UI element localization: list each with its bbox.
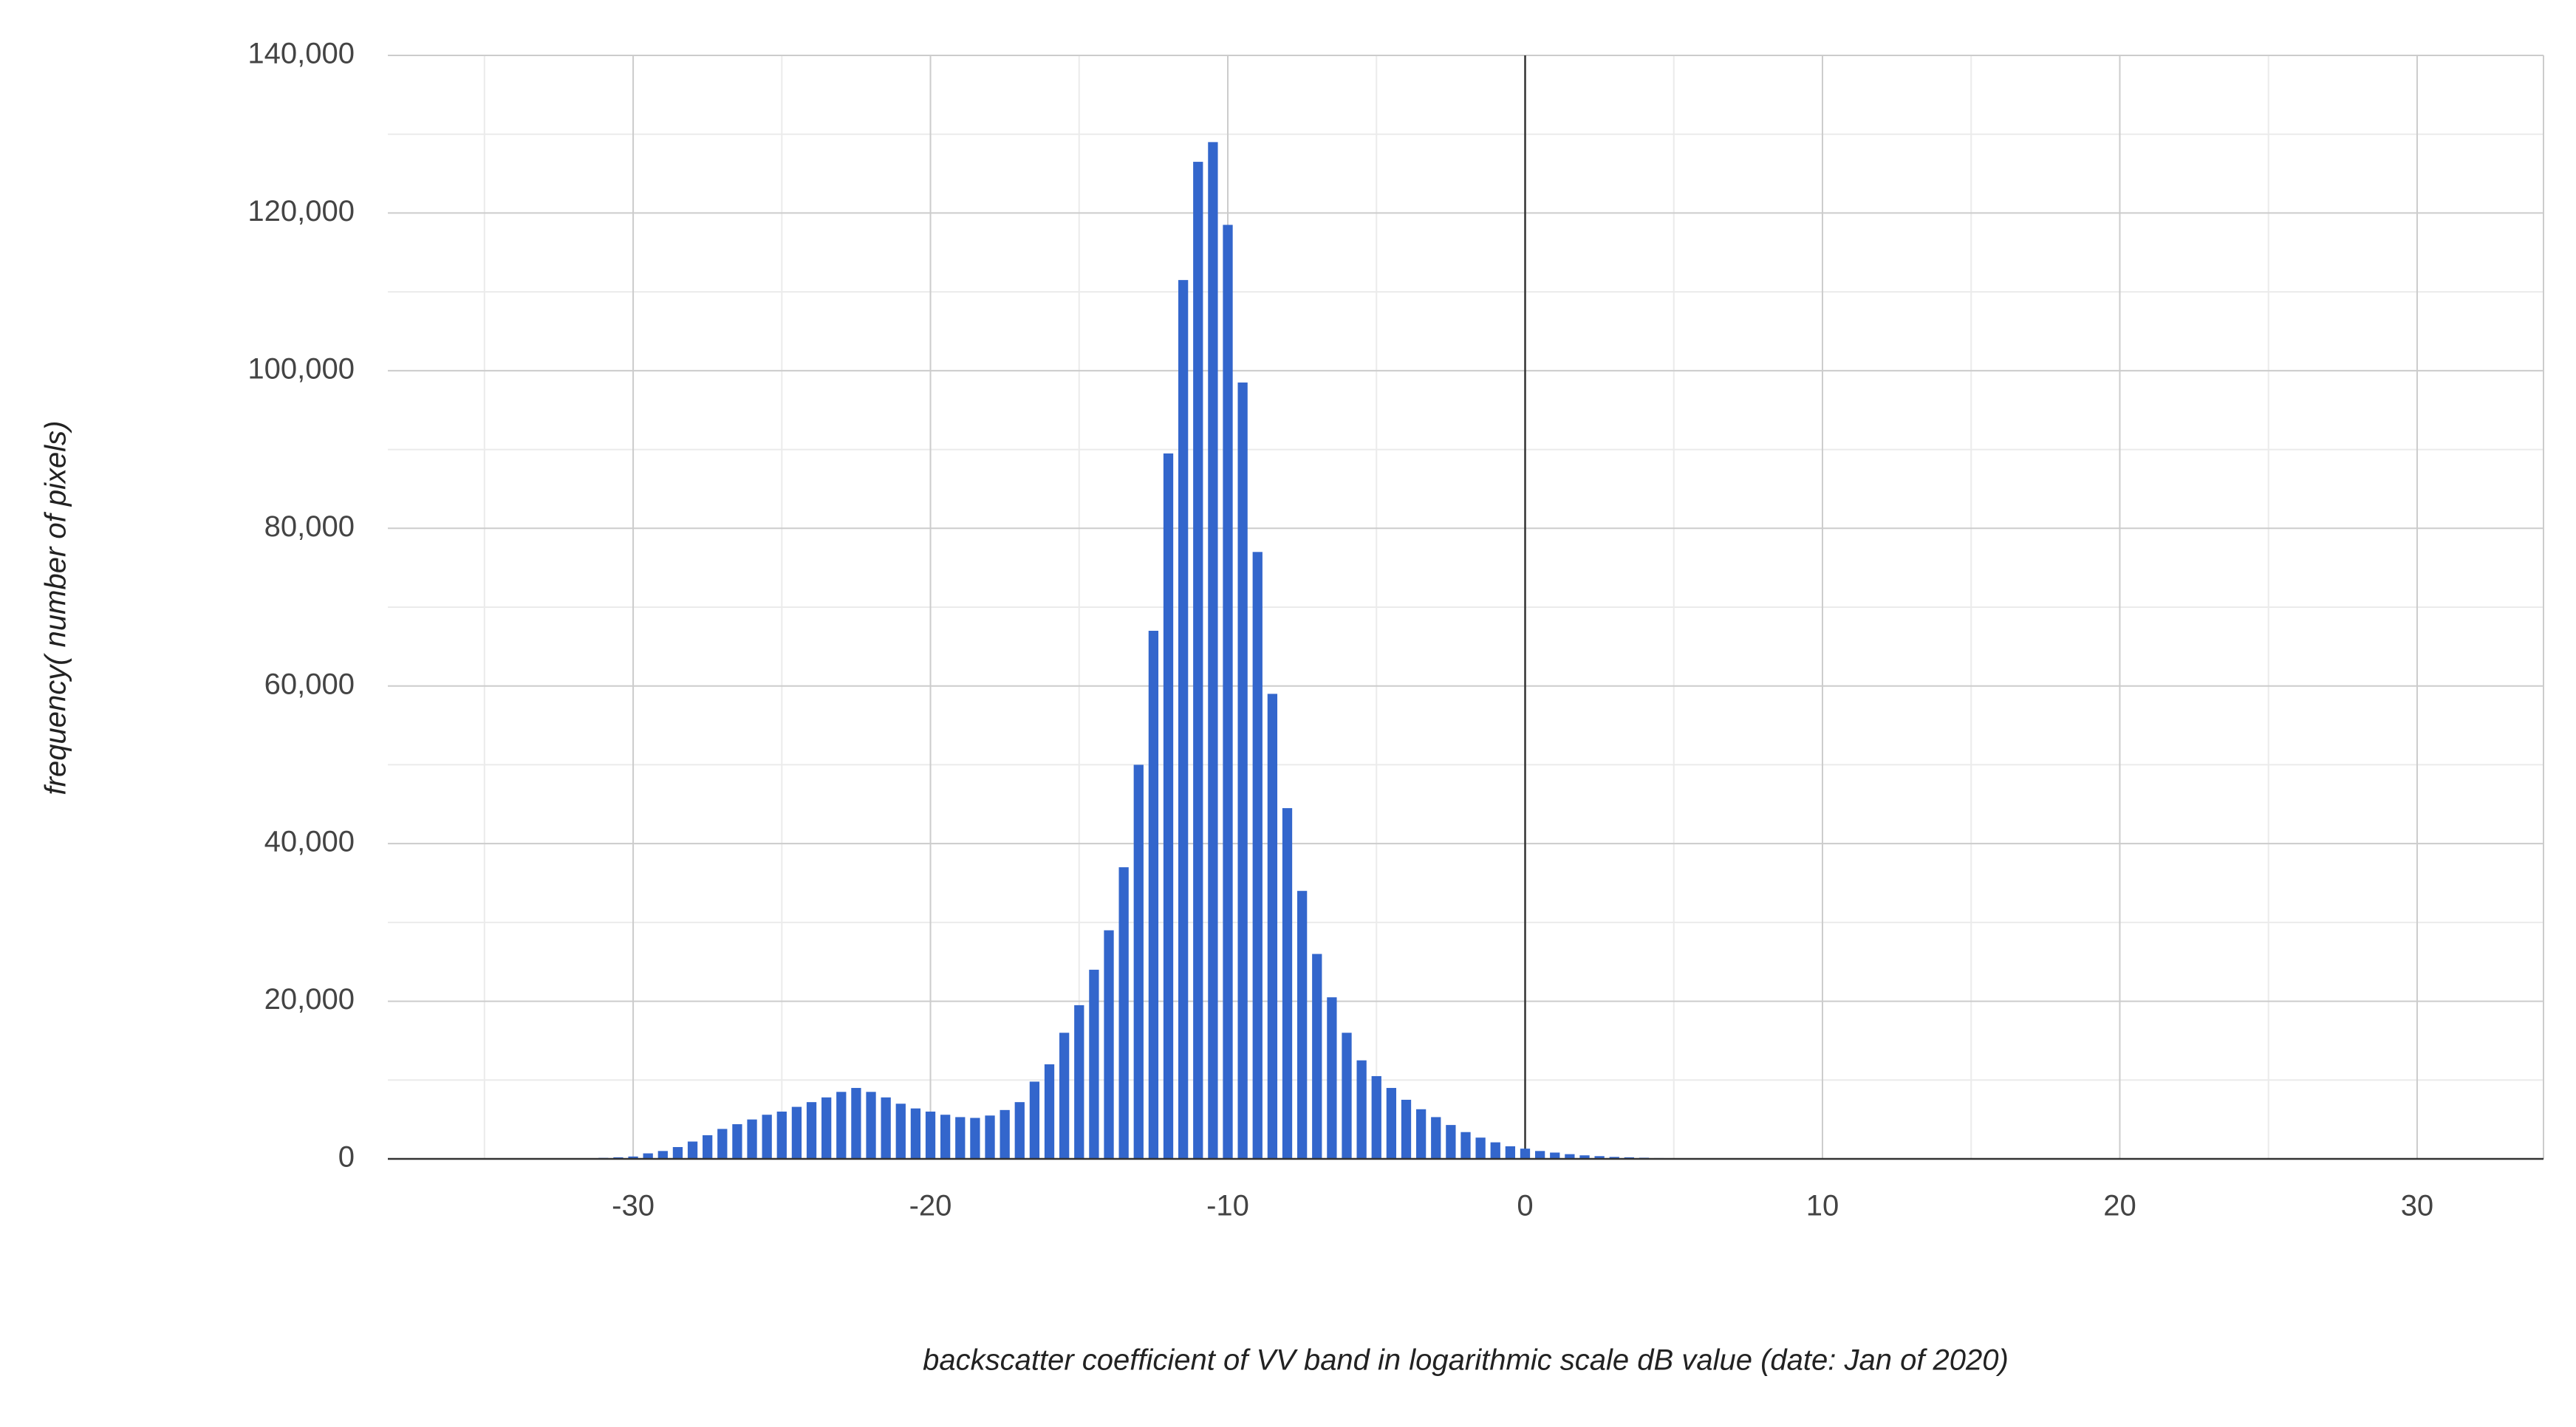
bar	[687, 1141, 698, 1159]
x-tick-label: -30	[612, 1190, 655, 1222]
x-tick-label: 30	[2401, 1190, 2434, 1222]
bar	[866, 1092, 876, 1159]
bar	[657, 1151, 668, 1159]
bar	[1252, 552, 1263, 1159]
bar	[1415, 1109, 1427, 1159]
bar	[1475, 1137, 1486, 1159]
bar	[1282, 808, 1293, 1159]
bar	[1000, 1109, 1010, 1159]
bar	[1386, 1087, 1397, 1159]
bar	[1490, 1142, 1500, 1159]
bar	[970, 1118, 980, 1159]
y-tick-label: 120,000	[247, 195, 355, 227]
bar	[881, 1097, 891, 1159]
bar	[1237, 382, 1248, 1159]
bar	[1267, 694, 1278, 1159]
bar	[747, 1119, 757, 1159]
bar	[1059, 1033, 1070, 1159]
bar	[910, 1108, 921, 1159]
bar	[1312, 954, 1322, 1159]
y-axis-title: frequency( number of pixels)	[40, 421, 72, 795]
bar	[1148, 631, 1159, 1159]
bar	[1193, 162, 1203, 1159]
bar	[1446, 1125, 1456, 1159]
bar	[1609, 1157, 1619, 1159]
bar	[1133, 764, 1144, 1159]
bar	[762, 1115, 772, 1159]
y-tick-label: 140,000	[247, 38, 355, 70]
bar	[895, 1103, 906, 1159]
bar	[1327, 997, 1337, 1159]
y-tick-label: 100,000	[247, 352, 355, 385]
x-tick-label: -10	[1206, 1190, 1249, 1222]
y-tick-label: 40,000	[264, 826, 355, 858]
bar	[925, 1111, 936, 1159]
bar	[851, 1087, 861, 1159]
bar	[1074, 1005, 1084, 1159]
bar	[1565, 1154, 1575, 1159]
bar	[1044, 1064, 1055, 1159]
bar	[806, 1102, 817, 1159]
bar	[1029, 1081, 1040, 1159]
bar	[1579, 1155, 1590, 1159]
y-tick-label: 80,000	[264, 510, 355, 543]
bar	[1505, 1146, 1516, 1159]
x-tick-label: -20	[909, 1190, 952, 1222]
bar	[985, 1115, 995, 1159]
y-tick-label: 60,000	[264, 668, 355, 700]
bar	[791, 1106, 802, 1159]
bar	[1118, 867, 1129, 1159]
x-tick-label: 0	[1517, 1190, 1533, 1222]
bar	[672, 1146, 683, 1159]
bar	[1178, 280, 1189, 1159]
bar	[732, 1124, 742, 1159]
bar	[1014, 1102, 1025, 1159]
y-tick-label: 20,000	[264, 983, 355, 1016]
bar	[1460, 1132, 1471, 1159]
bar	[643, 1153, 653, 1159]
bar	[1296, 891, 1308, 1159]
x-tick-label: 10	[1806, 1190, 1839, 1222]
bar	[1371, 1075, 1381, 1159]
bar	[1534, 1151, 1545, 1159]
bar	[1342, 1033, 1352, 1159]
bar	[1163, 453, 1174, 1159]
bar	[1520, 1149, 1531, 1159]
bar	[1223, 225, 1233, 1160]
bar	[1401, 1099, 1412, 1159]
bar	[1104, 930, 1114, 1159]
bar	[1550, 1152, 1560, 1159]
bar	[776, 1111, 787, 1159]
bar	[955, 1117, 966, 1159]
x-axis-title: backscatter coefficient of VV band in lo…	[923, 1344, 2009, 1377]
bar	[1594, 1156, 1605, 1159]
bar	[940, 1115, 951, 1159]
bar	[717, 1129, 728, 1159]
bar	[1089, 969, 1099, 1159]
bar	[1208, 142, 1218, 1159]
x-tick-label: 20	[2103, 1190, 2136, 1222]
bar	[836, 1092, 847, 1159]
bar	[628, 1156, 638, 1159]
bar	[821, 1097, 832, 1159]
y-tick-label: 0	[338, 1141, 355, 1174]
bar	[1356, 1060, 1367, 1159]
bar	[1431, 1117, 1441, 1159]
bar	[703, 1135, 713, 1159]
